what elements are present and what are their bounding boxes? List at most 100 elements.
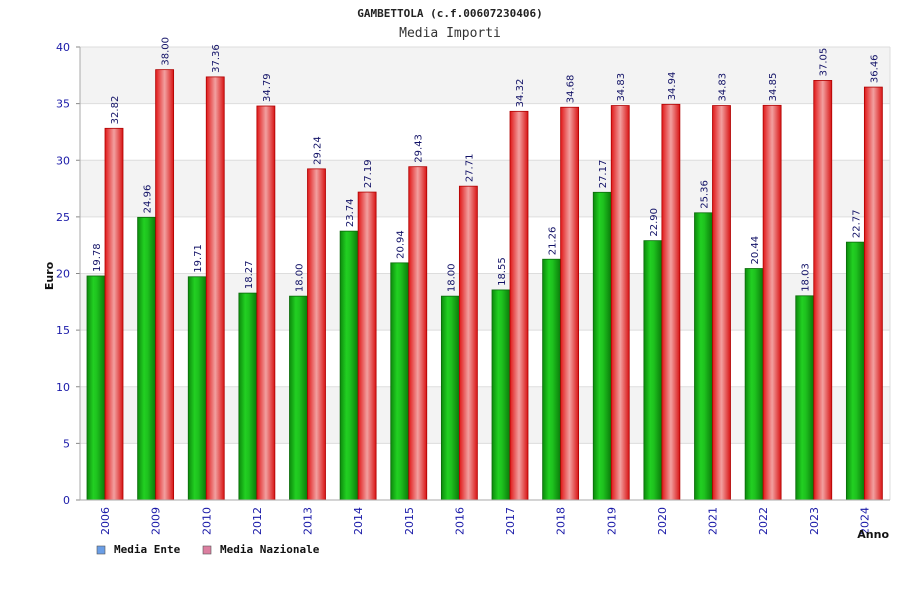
bar-value-label: 29.43 xyxy=(414,134,425,163)
bar-value-label: 24.96 xyxy=(143,185,154,214)
bar-media-ente xyxy=(339,230,359,501)
bar-value-label: 20.94 xyxy=(396,230,407,259)
y-tick-label: 35 xyxy=(56,98,70,111)
x-tick-label: 2022 xyxy=(757,507,770,535)
bar-media-ente xyxy=(491,289,511,501)
x-tick-label: 2009 xyxy=(150,507,163,535)
bar-media-ente xyxy=(137,216,157,501)
bar-value-label: 34.68 xyxy=(566,75,577,104)
bar-value-label: 21.26 xyxy=(548,227,559,256)
bar-value-label: 32.82 xyxy=(110,96,121,125)
bar-value-label: 18.00 xyxy=(295,264,306,293)
bar-media-nazionale xyxy=(205,76,225,501)
bar-media-ente xyxy=(744,268,764,501)
x-tick-label: 2021 xyxy=(707,507,720,535)
bar-value-label: 34.94 xyxy=(667,72,678,101)
y-tick-label: 15 xyxy=(56,324,70,337)
x-tick-label: 2024 xyxy=(858,507,871,535)
bar-value-label: 34.83 xyxy=(718,73,729,102)
y-tick-label: 30 xyxy=(56,154,70,167)
legend-swatch xyxy=(202,545,212,555)
bar-media-nazionale xyxy=(104,127,124,501)
chart-subtitle: Media Importi xyxy=(399,26,501,41)
legend-label: Media Ente xyxy=(114,543,181,556)
bar-media-ente xyxy=(440,295,460,501)
bar-media-ente xyxy=(592,191,612,501)
bar-media-ente xyxy=(542,258,562,501)
x-axis-label: Anno xyxy=(857,528,889,541)
y-tick-label: 0 xyxy=(63,494,70,507)
bar-value-label: 34.32 xyxy=(515,79,526,108)
chart-title: GAMBETTOLA (c.f.00607230406) xyxy=(357,7,542,20)
bar-media-ente xyxy=(795,295,815,501)
bar-media-nazionale xyxy=(458,185,478,501)
bar-value-label: 19.71 xyxy=(193,244,204,273)
x-tick-label: 2023 xyxy=(808,507,821,535)
bar-value-label: 27.19 xyxy=(363,159,374,188)
bar-media-nazionale xyxy=(762,104,782,501)
bar-media-ente xyxy=(845,241,865,501)
y-tick-label: 40 xyxy=(56,41,70,54)
bar-media-ente xyxy=(390,262,410,501)
legend-label: Media Nazionale xyxy=(220,543,320,556)
bar-media-nazionale xyxy=(560,106,580,501)
bar-media-nazionale xyxy=(813,80,833,501)
bar-value-label: 18.55 xyxy=(497,257,508,286)
bar-value-label: 27.17 xyxy=(598,160,609,189)
y-tick-label: 10 xyxy=(56,381,70,394)
bar-media-ente xyxy=(289,295,308,501)
bar-media-nazionale xyxy=(307,168,326,501)
y-tick-label: 5 xyxy=(63,437,70,450)
x-tick-label: 2014 xyxy=(352,507,365,535)
x-tick-label: 2018 xyxy=(555,507,568,535)
bar-value-label: 20.44 xyxy=(750,236,761,265)
bar-value-label: 18.27 xyxy=(244,260,255,289)
x-tick-label: 2013 xyxy=(302,507,315,535)
bar-media-nazionale xyxy=(408,166,428,501)
x-tick-label: 2019 xyxy=(605,507,618,535)
bar-media-nazionale xyxy=(610,105,630,501)
bar-value-label: 38.00 xyxy=(161,37,172,66)
bar-media-ente xyxy=(86,275,106,501)
y-tick-label: 25 xyxy=(56,211,70,224)
bar-media-nazionale xyxy=(256,105,276,501)
bar-media-ente xyxy=(643,240,663,501)
bar-value-label: 37.36 xyxy=(211,44,222,73)
bar-value-label: 29.24 xyxy=(313,136,324,165)
bar-value-label: 34.83 xyxy=(616,73,627,102)
x-tick-label: 2012 xyxy=(251,507,264,535)
y-tick-label: 20 xyxy=(56,268,70,281)
bar-value-label: 18.00 xyxy=(446,264,457,293)
bar-value-label: 36.46 xyxy=(869,54,880,83)
x-tick-label: 2015 xyxy=(403,507,416,535)
bar-value-label: 34.85 xyxy=(768,73,779,102)
x-tick-label: 2016 xyxy=(453,507,466,535)
bar-value-label: 19.78 xyxy=(92,243,103,272)
x-axis: 2006 2009 2010 2012 2013 2014 2015 2016 2017 2018… xyxy=(99,507,871,535)
bar-value-label: 27.71 xyxy=(464,154,475,183)
y-axis: 0 5 10 15 20 25 30 35 40 xyxy=(56,41,81,507)
bar-media-ente xyxy=(694,212,713,501)
bar-value-label: 18.03 xyxy=(801,263,812,292)
y-axis-label: Euro xyxy=(43,261,56,290)
bar-media-nazionale xyxy=(155,69,175,501)
x-tick-label: 2006 xyxy=(99,507,112,535)
bar-media-nazionale xyxy=(509,110,529,501)
bars: 19.78 24.96 19.71 18.27 18.00 23.74 20.94 18.00… xyxy=(80,37,890,501)
bar-media-nazionale xyxy=(661,103,681,501)
x-tick-label: 2020 xyxy=(656,507,669,535)
x-tick-label: 2010 xyxy=(200,507,213,535)
bar-media-ente xyxy=(238,292,258,501)
bar-media-ente xyxy=(187,276,207,501)
bar-value-label: 37.05 xyxy=(819,48,830,77)
bar-value-label: 22.77 xyxy=(851,209,862,238)
bar-value-label: 23.74 xyxy=(345,199,356,228)
bar-media-nazionale xyxy=(863,86,883,501)
legend-swatch xyxy=(96,545,106,555)
bar-value-label: 34.79 xyxy=(262,73,273,102)
bar-media-nazionale xyxy=(357,191,377,501)
bar-media-nazionale xyxy=(712,105,731,501)
bar-value-label: 22.90 xyxy=(649,208,660,237)
x-tick-label: 2017 xyxy=(504,507,517,535)
